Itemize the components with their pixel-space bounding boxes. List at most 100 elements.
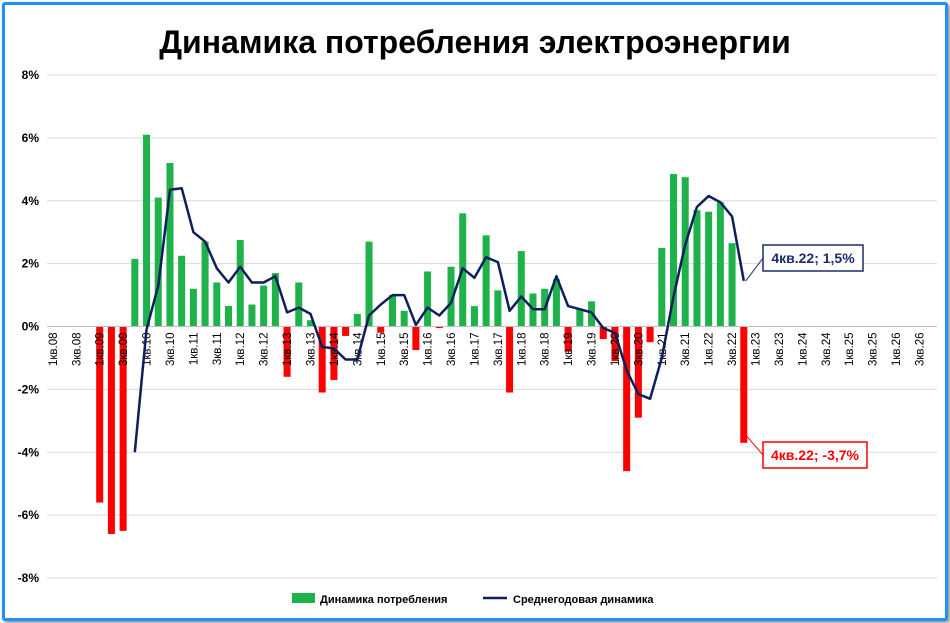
y-tick-label: -2% — [18, 382, 40, 396]
bar — [283, 326, 291, 377]
line-series — [133, 186, 746, 453]
bar — [623, 326, 631, 472]
bar — [494, 290, 502, 327]
legend: Динамика потребления Среднегодовая динам… — [292, 593, 654, 606]
legend-label-bars: Динамика потребления — [320, 594, 447, 606]
legend-swatch-bars — [292, 593, 315, 603]
gridlines — [47, 74, 937, 579]
x-tick-label: 1кв.24 — [797, 332, 809, 366]
bar — [225, 306, 233, 327]
bar — [400, 310, 408, 327]
bar — [96, 326, 104, 503]
bar — [154, 197, 162, 327]
x-tick-label: 3кв.16 — [446, 333, 458, 367]
annotations: 4кв.22; 1,5% 4кв.22; -3,7% — [745, 244, 868, 469]
bar — [353, 313, 361, 327]
x-tick-label: 3кв.19 — [587, 333, 599, 367]
bar — [213, 282, 221, 327]
bar — [564, 326, 572, 352]
bar — [716, 202, 724, 327]
bar — [506, 326, 514, 393]
bar — [131, 258, 139, 327]
bar — [119, 326, 127, 531]
bar — [365, 241, 373, 327]
bar — [236, 240, 244, 327]
bar — [388, 295, 396, 327]
x-tick-label: 3кв.21 — [680, 333, 692, 367]
x-tick-label: 1кв.12 — [235, 333, 247, 367]
bar — [342, 326, 350, 336]
x-tick-label: 1кв.18 — [516, 333, 528, 367]
chart-title: Динамика потребления электроэнергии — [159, 24, 791, 60]
bar — [318, 326, 326, 393]
bar — [693, 210, 701, 327]
bar — [705, 211, 713, 327]
y-tick-label: 4% — [22, 194, 40, 208]
bar — [646, 326, 654, 343]
annotation-bar-label: 4кв.22; -3,7% — [771, 447, 860, 463]
x-tick-label: 1кв.25 — [844, 333, 856, 367]
x-tick-label: 3кв.18 — [540, 333, 552, 367]
annotation-line-label: 4кв.22; 1,5% — [771, 250, 855, 266]
x-tick-label: 3кв.25 — [868, 333, 880, 367]
x-tick-label: 3кв.10 — [165, 333, 177, 367]
bar — [447, 266, 455, 327]
bar — [107, 326, 115, 534]
x-tick-label: 1кв.11 — [188, 333, 200, 366]
bar — [295, 282, 303, 327]
y-tick-label: 2% — [22, 257, 40, 271]
x-tick-label: 3кв.08 — [71, 333, 83, 367]
chart-svg: Динамика потребления электроэнергии 8% 6%… — [18, 24, 937, 606]
bar — [728, 243, 736, 327]
x-tick-label: 1кв.23 — [750, 333, 762, 367]
x-tick-label: 1кв.17 — [469, 333, 481, 367]
bar — [576, 309, 584, 327]
x-axis-ticks: 1кв.08 3кв.08 1кв.09 3кв.09 1кв.10 3кв.10 1кв.… — [48, 332, 927, 366]
y-tick-label: 0% — [22, 320, 40, 334]
x-tick-label: 1кв.26 — [891, 333, 903, 367]
x-tick-label: 3кв.24 — [821, 332, 833, 366]
x-tick-label: 1кв.08 — [48, 333, 60, 367]
y-tick-label: -4% — [18, 445, 40, 459]
x-tick-label: 1кв.20 — [610, 333, 622, 367]
bar — [189, 288, 197, 327]
x-tick-label: 3кв.22 — [727, 333, 739, 367]
bar — [424, 271, 432, 327]
x-tick-label: 3кв.09 — [118, 333, 130, 367]
legend-label-line: Среднегодовая динамика — [513, 594, 654, 606]
bar — [670, 174, 678, 327]
bar — [658, 247, 666, 327]
line-path — [133, 186, 746, 453]
x-tick-label: 3кв.13 — [305, 333, 317, 367]
bar — [248, 304, 256, 327]
y-tick-label: 8% — [22, 68, 40, 82]
x-tick-label: 1кв.15 — [376, 333, 388, 367]
annotation-line-leader — [745, 257, 764, 282]
bar — [470, 306, 478, 327]
bar — [271, 273, 279, 327]
x-tick-label: 3кв.11 — [212, 333, 224, 366]
bar — [517, 251, 525, 327]
x-tick-label: 1кв.22 — [704, 333, 716, 367]
x-tick-label: 3кв.12 — [259, 333, 271, 367]
x-tick-label: 3кв.26 — [914, 333, 926, 367]
bar — [552, 279, 560, 327]
bar — [611, 326, 619, 362]
bar — [377, 326, 385, 333]
bar — [143, 134, 151, 327]
bar — [740, 326, 748, 443]
y-tick-label: -8% — [18, 571, 40, 585]
x-tick-label: 1кв.19 — [563, 333, 575, 367]
bar — [306, 320, 314, 327]
x-tick-label: 1кв.09 — [95, 333, 107, 367]
bar — [166, 163, 174, 327]
x-tick-label: 3кв.15 — [399, 333, 411, 367]
bar — [482, 235, 490, 327]
bar — [599, 326, 607, 340]
bar — [201, 241, 209, 327]
bar — [330, 326, 338, 380]
bar — [178, 255, 186, 327]
annotation-line-box — [762, 244, 864, 272]
annotation-bar-leader — [746, 436, 764, 456]
